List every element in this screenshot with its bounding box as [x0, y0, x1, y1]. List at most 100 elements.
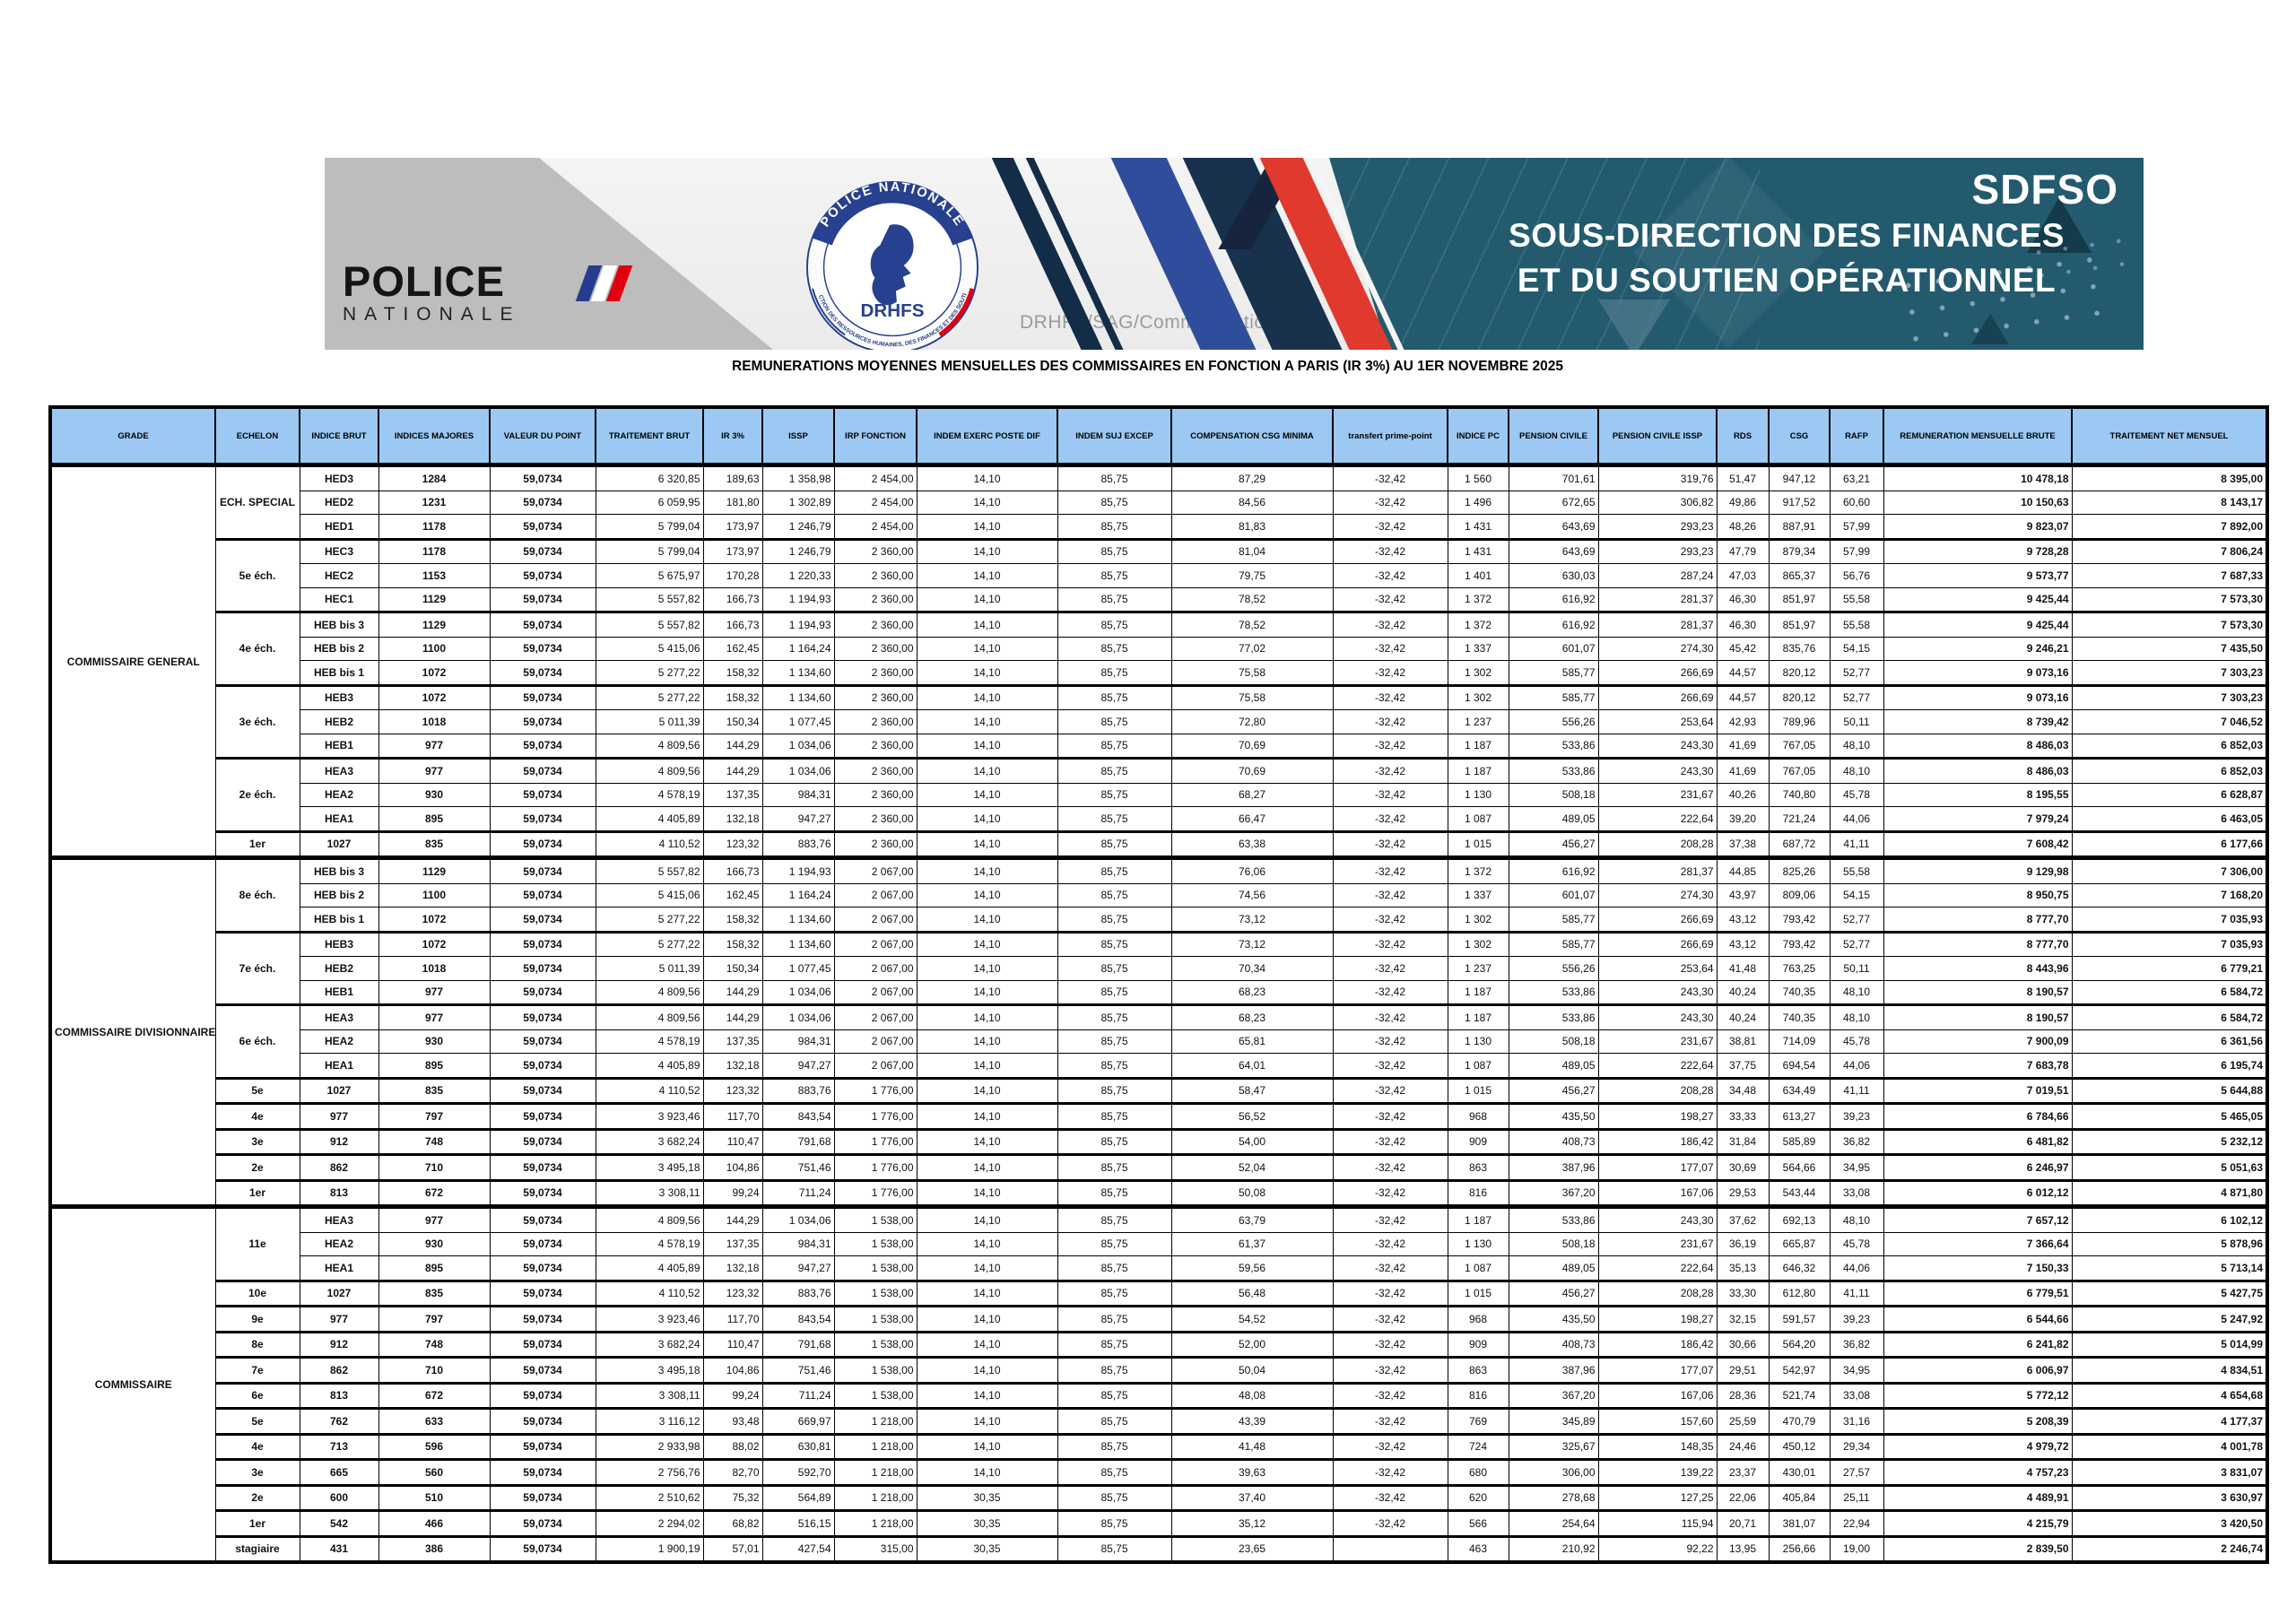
table-cell: 2 067,00 — [833, 979, 918, 1005]
table-cell: 533,86 — [1508, 733, 1599, 759]
table-cell: 319,76 — [1597, 463, 1718, 491]
table-cell: HEA1 — [299, 1053, 379, 1079]
table-cell: 85,75 — [1057, 1534, 1172, 1563]
table-cell: 2 933,98 — [595, 1432, 704, 1460]
table-cell: 1 015 — [1447, 1076, 1509, 1104]
table-row: 5e éch. HEC3 1178 59,0734 5 799,04 173,97 1 24… — [50, 537, 2268, 612]
table-cell: 55,58 — [1829, 611, 1884, 638]
table-cell: 14,10 — [916, 611, 1058, 638]
table-cell: 543,44 — [1768, 1178, 1831, 1207]
table-cell: 1 130 — [1447, 1029, 1509, 1054]
diagonal-hairlines — [1329, 158, 1760, 350]
table-cell: 1 187 — [1447, 1003, 1509, 1030]
table-cell: 463 — [1447, 1534, 1509, 1563]
table-cell: 8 195,55 — [1883, 782, 2073, 807]
table-cell: 306,82 — [1597, 490, 1718, 515]
table-cell: 10 150,63 — [1883, 490, 2073, 515]
table-cell: 968 — [1447, 1305, 1509, 1333]
table-cell: 596 — [378, 1432, 491, 1460]
table-cell: 1284 — [378, 463, 491, 491]
table-cell: 5 557,82 — [595, 611, 704, 638]
table-cell: 977 — [378, 979, 491, 1005]
table-cell: 1 538,00 — [833, 1255, 918, 1281]
table-cell: 977 — [299, 1102, 379, 1130]
table-cell: 5 232,12 — [2071, 1127, 2268, 1155]
table-cell: 9 246,21 — [1883, 636, 2073, 661]
table-cell: 5 277,22 — [595, 683, 704, 710]
table-cell: 367,20 — [1508, 1178, 1599, 1207]
table-cell: 4 578,19 — [595, 1029, 704, 1054]
table-cell: 40,26 — [1716, 782, 1770, 807]
table-cell: HEA1 — [299, 1255, 379, 1281]
table-cell: 521,74 — [1768, 1381, 1831, 1409]
table-cell: HEB bis 3 — [299, 611, 379, 638]
table-cell: 115,94 — [1597, 1509, 1718, 1537]
table-cell: 189,63 — [702, 463, 763, 491]
table-cell: 144,29 — [702, 733, 763, 759]
table-cell: 5 465,05 — [2071, 1102, 2268, 1130]
table-cell: 59,0734 — [489, 463, 596, 491]
table-cell: 984,31 — [761, 1029, 835, 1054]
table-cell: 895 — [378, 806, 491, 832]
table-cell: 1 130 — [1447, 782, 1509, 807]
table-cell: -32,42 — [1332, 1076, 1448, 1104]
table-cell: 1 087 — [1447, 1053, 1509, 1079]
org-line-1: SOUS-DIRECTION DES FINANCES — [1509, 217, 2065, 254]
table-cell: 44,06 — [1829, 1053, 1884, 1079]
table-cell: 85,75 — [1057, 660, 1172, 686]
column-header: INDICE BRUT — [299, 406, 379, 467]
nationale-logo-text: NATIONALE — [343, 304, 521, 325]
table-cell: 74,56 — [1170, 882, 1334, 908]
table-cell: 1231 — [378, 490, 491, 515]
table-row: 8e 912 748 59,0734 3 682,24 110,47 791,68 1 538… — [50, 1330, 2268, 1358]
table-cell: 2 294,02 — [595, 1509, 704, 1537]
table-cell: 2 360,00 — [833, 563, 918, 588]
table-cell: 883,76 — [761, 1076, 835, 1104]
table-cell: 665,87 — [1768, 1231, 1831, 1256]
table-cell: 85,75 — [1057, 1458, 1172, 1486]
table-row: COMMISSAIRE DIVISIONNAIRE 8e éch. HEB bis … — [49, 855, 2268, 1207]
table-cell: 85,75 — [1057, 1178, 1172, 1207]
table-cell: 616,92 — [1508, 611, 1599, 638]
table-cell — [1332, 1534, 1448, 1563]
table-cell: 1 034,06 — [761, 1003, 835, 1030]
grade-cell: COMMISSAIRE GENERAL — [49, 463, 216, 858]
table-cell: 912 — [299, 1127, 379, 1155]
table-row: 1er 1027 835 59,0734 4 110,52 123,32 883,76 2 3… — [50, 829, 2268, 858]
table-cell: HEB bis 2 — [299, 636, 379, 661]
table-cell: -32,42 — [1332, 1255, 1448, 1281]
table-cell: -32,42 — [1332, 1003, 1448, 1030]
table-cell: 59,0734 — [489, 1432, 596, 1460]
echelon-cell: 5e — [214, 1407, 300, 1435]
table-cell: 85,75 — [1057, 514, 1172, 540]
table-cell: 5 208,39 — [1883, 1407, 2073, 1435]
police-nationale-logo: POLICE NATIONALE — [343, 257, 639, 326]
table-row: HEA1 895 59,0734 4 405,89 132,18 947,27 2 067,… — [50, 1053, 2268, 1079]
table-cell: 1027 — [299, 829, 379, 858]
table-cell: 144,29 — [702, 979, 763, 1005]
table-cell: 85,75 — [1057, 611, 1172, 638]
table-cell: 1 401 — [1447, 563, 1509, 588]
table-cell: 85,75 — [1057, 1231, 1172, 1256]
table-cell: 81,04 — [1170, 537, 1334, 564]
table-cell: 714,09 — [1768, 1029, 1831, 1054]
table-cell: 767,05 — [1768, 757, 1831, 784]
table-cell: 1 302 — [1447, 907, 1509, 933]
table-cell: 231,67 — [1597, 1231, 1718, 1256]
table-cell: 5 415,06 — [595, 636, 704, 661]
table-cell: 85,75 — [1057, 683, 1172, 710]
table-row: HEA1 895 59,0734 4 405,89 132,18 947,27 2 360,… — [50, 806, 2268, 832]
column-header: COMPENSATION CSG MINIMA — [1170, 406, 1334, 467]
table-cell: 14,10 — [916, 1305, 1058, 1333]
table-cell: 33,30 — [1716, 1279, 1770, 1307]
table-cell: 7 035,93 — [2071, 930, 2268, 957]
table-cell: 59,0734 — [489, 1231, 596, 1256]
column-header: GRADE — [49, 406, 216, 467]
table-cell: 1 302,89 — [761, 490, 835, 515]
police-logo-text: POLICE — [343, 257, 505, 305]
column-header: TRAITEMENT NET MENSUEL — [2071, 406, 2268, 467]
table-cell: 585,77 — [1508, 930, 1599, 957]
table-row: 7e éch. HEB3 1072 59,0734 5 277,22 158,32 1 13… — [50, 930, 2268, 1005]
table-cell: 162,45 — [702, 636, 763, 661]
